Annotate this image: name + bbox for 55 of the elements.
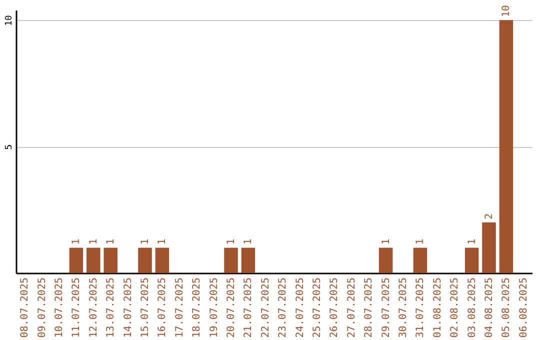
data-label: 1: [106, 238, 117, 245]
y-tick-label: 5: [4, 144, 14, 150]
bar: [69, 248, 84, 273]
bar: [378, 248, 393, 273]
x-tick-label: 15.07.2025: [140, 278, 151, 338]
x-tick-label: 10.07.2025: [54, 278, 65, 338]
x-tick-label: 23.07.2025: [278, 278, 289, 338]
x-tick-label: 01.08.2025: [432, 278, 444, 338]
data-label: 1: [466, 238, 478, 245]
x-tick-label: 26.07.2025: [329, 278, 340, 338]
x-tick-label: 28.07.2025: [364, 278, 375, 338]
x-tick-label: 08.07.2025: [20, 278, 31, 338]
x-tick-label: 13.07.2025: [106, 278, 117, 338]
bar: [224, 248, 238, 273]
x-tick-label: 06.08.2025: [518, 278, 530, 338]
x-tick-label: 20.07.2025: [226, 278, 237, 338]
bar: [104, 248, 118, 273]
data-label: 1: [415, 238, 426, 245]
x-tick-label: 18.07.2025: [192, 278, 203, 338]
data-label: 1: [157, 238, 168, 245]
bar: [464, 248, 479, 273]
data-label: 10: [501, 5, 512, 18]
bar: [138, 248, 152, 273]
x-tick-label: 16.07.2025: [157, 278, 168, 338]
x-tick-label: 17.07.2025: [174, 278, 186, 338]
x-tick-label: 14.07.2025: [122, 278, 134, 338]
x-tick-label: 29.07.2025: [380, 278, 392, 338]
x-tick-label: 05.08.2025: [501, 278, 512, 338]
x-tick-label: 27.07.2025: [346, 278, 358, 338]
x-tick-label: 31.07.2025: [415, 278, 426, 338]
data-label: 1: [226, 238, 237, 245]
data-label: 1: [243, 238, 254, 245]
x-tick-label: 03.08.2025: [466, 278, 478, 338]
data-label: 2: [484, 213, 495, 220]
x-tick-label: 24.07.2025: [294, 278, 306, 338]
data-label: 1: [71, 238, 82, 245]
x-tick-label: 25.07.2025: [312, 278, 323, 338]
x-tick-label: 09.07.2025: [36, 278, 48, 338]
x-tick-label: 30.07.2025: [398, 278, 409, 338]
x-tick-label: 02.08.2025: [450, 278, 461, 338]
x-tick-label: 21.07.2025: [243, 278, 254, 338]
bar: [499, 20, 514, 273]
bar: [482, 222, 496, 273]
data-label: 1: [140, 238, 151, 245]
x-tick-label: 19.07.2025: [208, 278, 220, 338]
data-label: 1: [380, 238, 392, 245]
bar: [86, 248, 100, 273]
x-tick-label: 04.08.2025: [484, 278, 495, 338]
bar: [155, 248, 170, 273]
data-label: 1: [88, 238, 100, 245]
x-tick-label: 22.07.2025: [260, 278, 272, 338]
bar: [413, 248, 428, 273]
bar: [241, 248, 256, 273]
x-tick-label: 12.07.2025: [88, 278, 100, 338]
x-tick-label: 11.07.2025: [71, 278, 82, 338]
